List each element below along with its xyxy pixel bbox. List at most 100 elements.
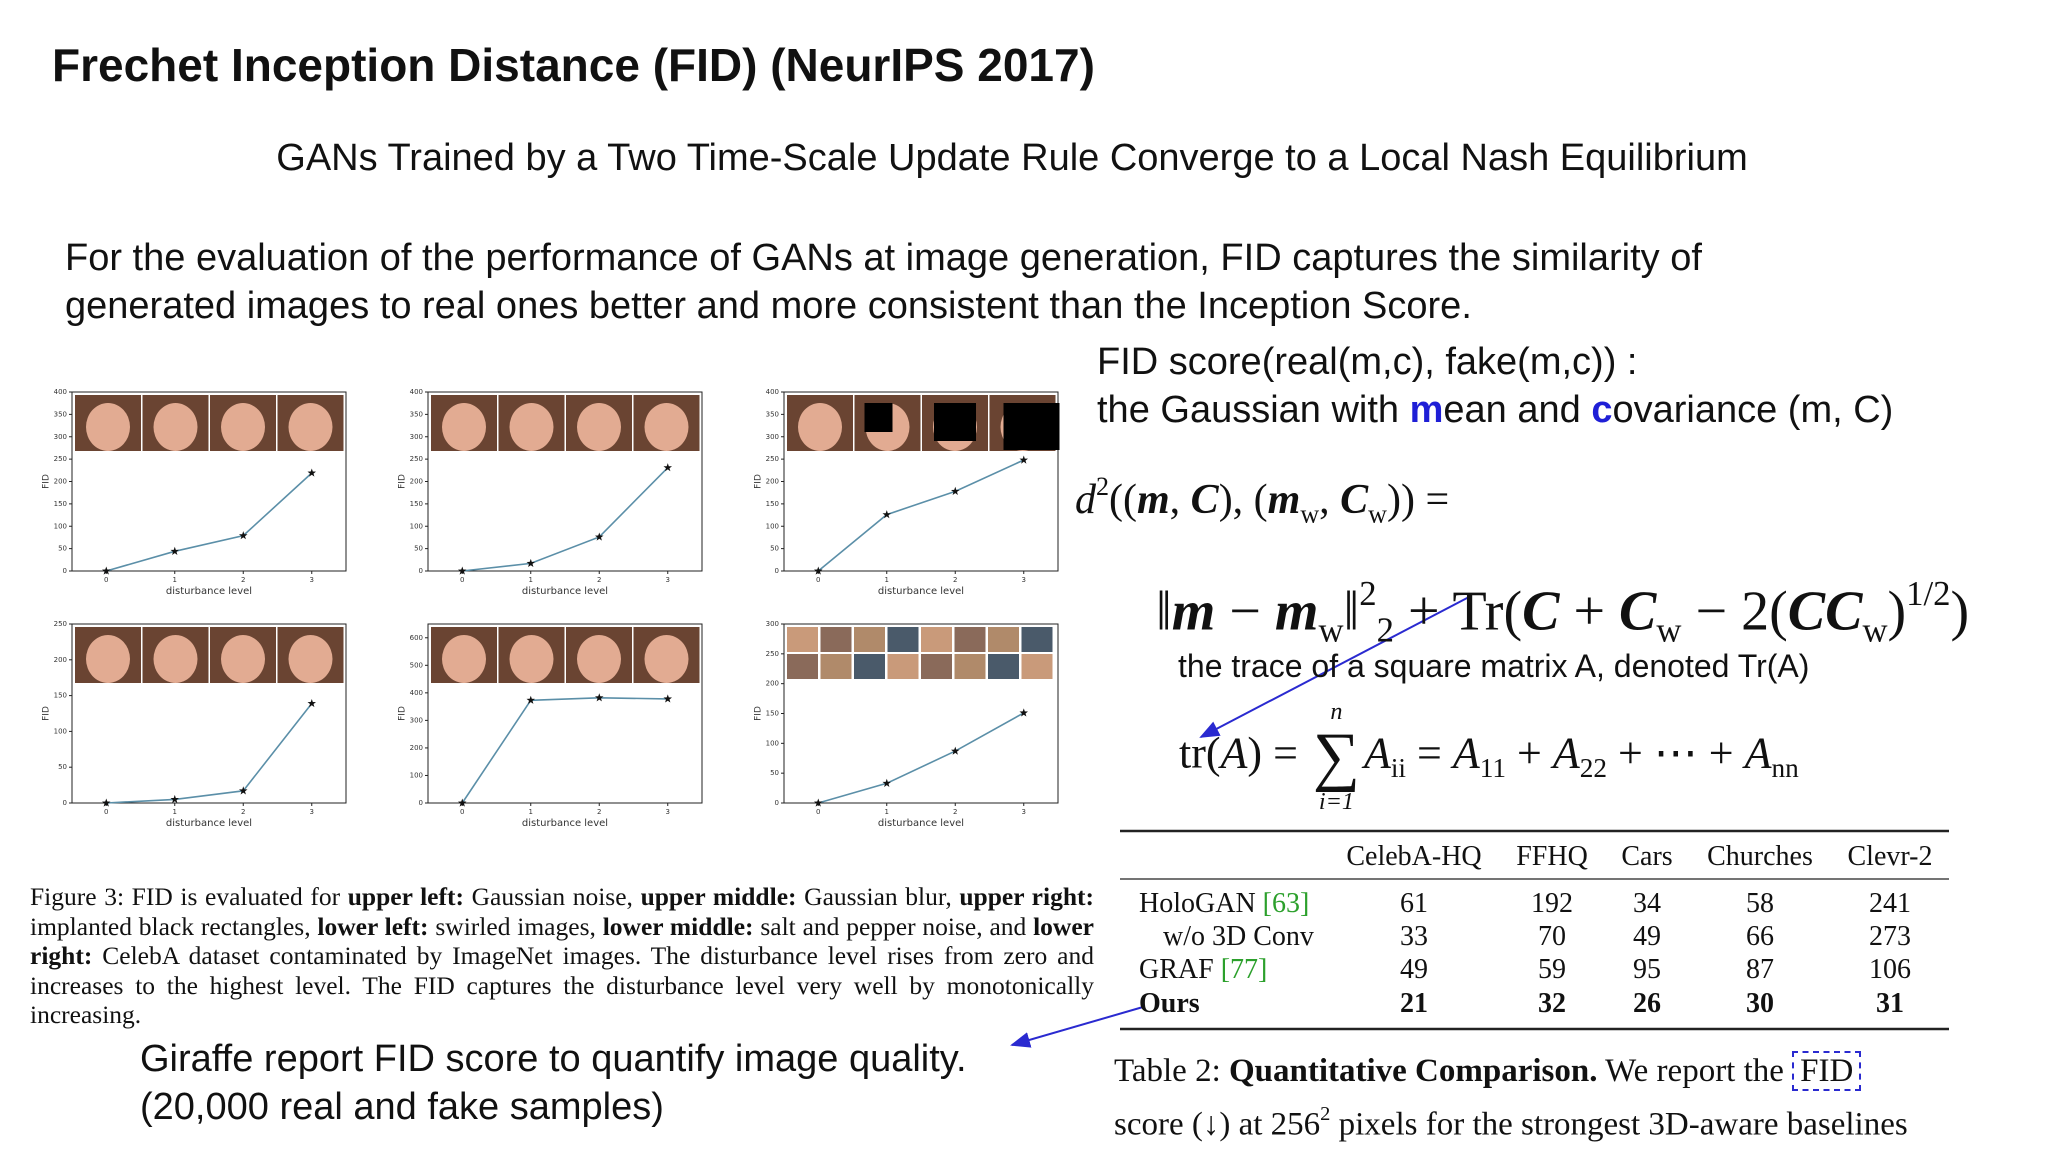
row-name: GRAF [1139,954,1221,985]
text-segment: Gaussian blur, [796,882,960,911]
y-tick-label: 350 [766,410,779,418]
x-tick-label: 2 [953,808,957,816]
x-tick-label: 0 [460,576,464,584]
citation: [63] [1262,888,1310,919]
text-segment: 2 [1320,1103,1331,1125]
y-tick-label: 200 [54,478,67,486]
y-tick-label: 50 [414,545,423,553]
formula-token: + [1559,580,1620,643]
y-tick-label: 100 [54,522,67,530]
data-point [526,558,535,567]
data-point [526,695,535,704]
y-tick-label: 50 [770,545,779,553]
formula-token: w [1318,610,1344,650]
formula-token: 1/2 [1906,574,1951,614]
row-name: Ours [1139,988,1200,1019]
y-tick-label: 0 [63,567,67,575]
table-cell: 106 [1869,954,1911,985]
photo [1021,627,1053,652]
formula-token: A [1363,728,1391,778]
data-point [102,798,111,807]
row-label: GRAF [77] [1139,954,1267,986]
formula-token: nn [1771,752,1799,783]
x-tick-label: 2 [953,576,957,584]
photo-occlusion [934,403,976,441]
trace-note: the trace of a square matrix A, denoted … [1178,648,1810,684]
photo-face [577,403,621,451]
table-header: Cars [1621,841,1673,872]
x-tick-label: 1 [885,576,889,584]
y-tick-label: 50 [770,769,779,777]
table-cell: 192 [1531,888,1573,919]
y-tick-label: 500 [410,661,423,669]
row-label: HoloGAN [63] [1139,888,1309,920]
table-header: FFHQ [1516,841,1588,872]
x-tick-label: 0 [816,808,820,816]
y-tick-label: 0 [775,799,779,807]
photo-face [221,635,265,683]
row-label: w/o 3D Conv [1163,921,1314,953]
text-segment: implanted black rectangles, [30,911,318,941]
table-cell: 61 [1400,888,1428,919]
data-point [458,798,467,807]
formula-token: ii [1390,752,1406,783]
photo [954,654,986,679]
formula-token: C [1190,477,1219,524]
y-tick-label: 150 [54,500,67,508]
row-name: HoloGAN [1139,888,1263,919]
text-segment: upper right: [959,882,1094,911]
photo-face [86,635,130,683]
y-tick-label: 300 [766,620,779,628]
formula-token: m [1137,477,1170,524]
row-label: Ours [1139,988,1200,1020]
x-axis-label: disturbance level [878,586,964,597]
table-cell: 87 [1746,954,1774,985]
formula-token: C [1522,580,1560,643]
y-axis-label: FID [398,474,408,489]
x-tick-label: 1 [173,808,177,816]
formula-line: ‖m − mw‖22 + Tr(C + Cw − 2(CCw)1/2) [1156,559,1969,665]
table-cell: 49 [1400,954,1428,985]
citation: [77] [1220,954,1268,985]
formula-token: m [1274,580,1319,643]
title: Frechet Inception Distance (FID) (NeurIP… [52,39,1095,91]
data-point [239,786,248,795]
table-cell: 59 [1538,954,1566,985]
y-tick-label: 300 [410,433,423,441]
y-tick-label: 150 [766,710,779,718]
formula-token: + [1505,728,1553,778]
photo-occlusion [1003,403,1060,450]
y-axis-label: FID [42,474,52,489]
x-tick-label: 2 [597,808,601,816]
y-tick-label: 0 [775,567,779,575]
data-point [1019,455,1028,464]
photo [1021,654,1053,679]
photo-occlusion [864,403,893,432]
y-tick-label: 0 [63,799,67,807]
data-point [663,694,672,703]
sum-symbol: ∑ [1312,720,1360,794]
formula-token: + Tr( [1393,580,1523,643]
y-tick-label: 100 [766,739,779,747]
formula-token: C [1787,580,1826,643]
formula-token: m [1267,477,1301,524]
x-axis-label: disturbance level [166,586,252,597]
x-tick-label: 1 [173,576,177,584]
formula: tr(A) = n ∑ i=1 Aii = A11 + A22 + ⋯ + Ann [1179,699,1799,814]
formula-token: − 2( [1681,580,1788,643]
y-axis-label: FID [754,706,764,721]
text-segment: score (↓) at 256 [1114,1106,1321,1143]
photo-face [442,635,486,683]
data-point [102,566,111,575]
text-segment: c [1591,389,1613,431]
subtitle: GANs Trained by a Two Time-Scale Update … [276,137,1748,179]
y-tick-label: 400 [410,689,423,697]
arrow [1010,1006,1144,1048]
photo-face [798,403,842,451]
formula-token: C [1340,477,1369,524]
text-segment: CelebA dataset contaminated by ImageNet … [30,941,1094,1029]
data-point [170,546,179,555]
formula-token: w [1300,499,1320,529]
y-tick-label: 250 [766,455,779,463]
